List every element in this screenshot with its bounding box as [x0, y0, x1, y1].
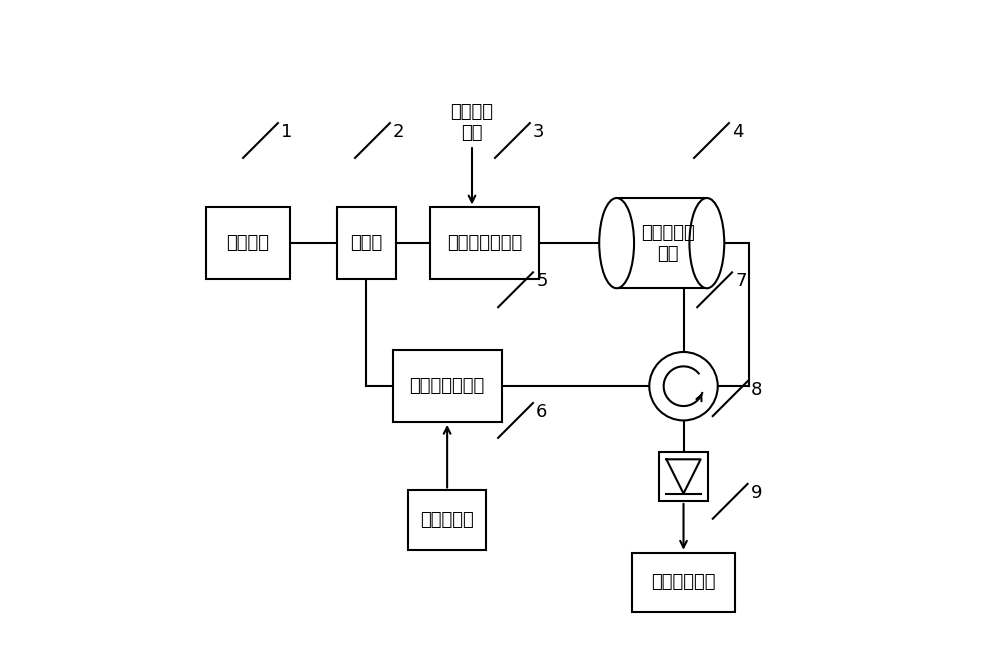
Text: 5: 5 [536, 272, 548, 290]
Text: 3: 3 [533, 123, 544, 141]
Text: 6: 6 [536, 403, 547, 421]
Text: 本地信号源: 本地信号源 [420, 511, 474, 529]
Text: 9: 9 [751, 484, 762, 502]
Text: 分光器: 分光器 [350, 234, 382, 252]
Text: 4: 4 [732, 123, 744, 141]
Text: 第一电光调制器: 第一电光调制器 [447, 234, 522, 252]
Bar [206, 207, 290, 279]
Text: 2: 2 [393, 123, 405, 141]
Bar [337, 207, 396, 279]
Text: 1: 1 [281, 123, 292, 141]
Bar [617, 198, 707, 288]
Bar [430, 207, 539, 279]
Text: 7: 7 [735, 272, 747, 290]
Text: 布里渊散射
媒介: 布里渊散射 媒介 [641, 224, 695, 262]
Ellipse shape [689, 198, 724, 288]
Text: 窄带光源: 窄带光源 [227, 234, 270, 252]
Text: 数据采集模块: 数据采集模块 [651, 573, 716, 591]
Text: 第二电光调制器: 第二电光调制器 [409, 377, 485, 395]
Bar [632, 553, 735, 612]
Bar [408, 491, 486, 550]
Circle shape [649, 352, 718, 421]
Text: 8: 8 [751, 381, 762, 399]
Bar [393, 351, 502, 422]
Bar [659, 452, 708, 501]
Text: 待测微波
信号: 待测微波 信号 [451, 103, 494, 142]
Ellipse shape [599, 198, 634, 288]
